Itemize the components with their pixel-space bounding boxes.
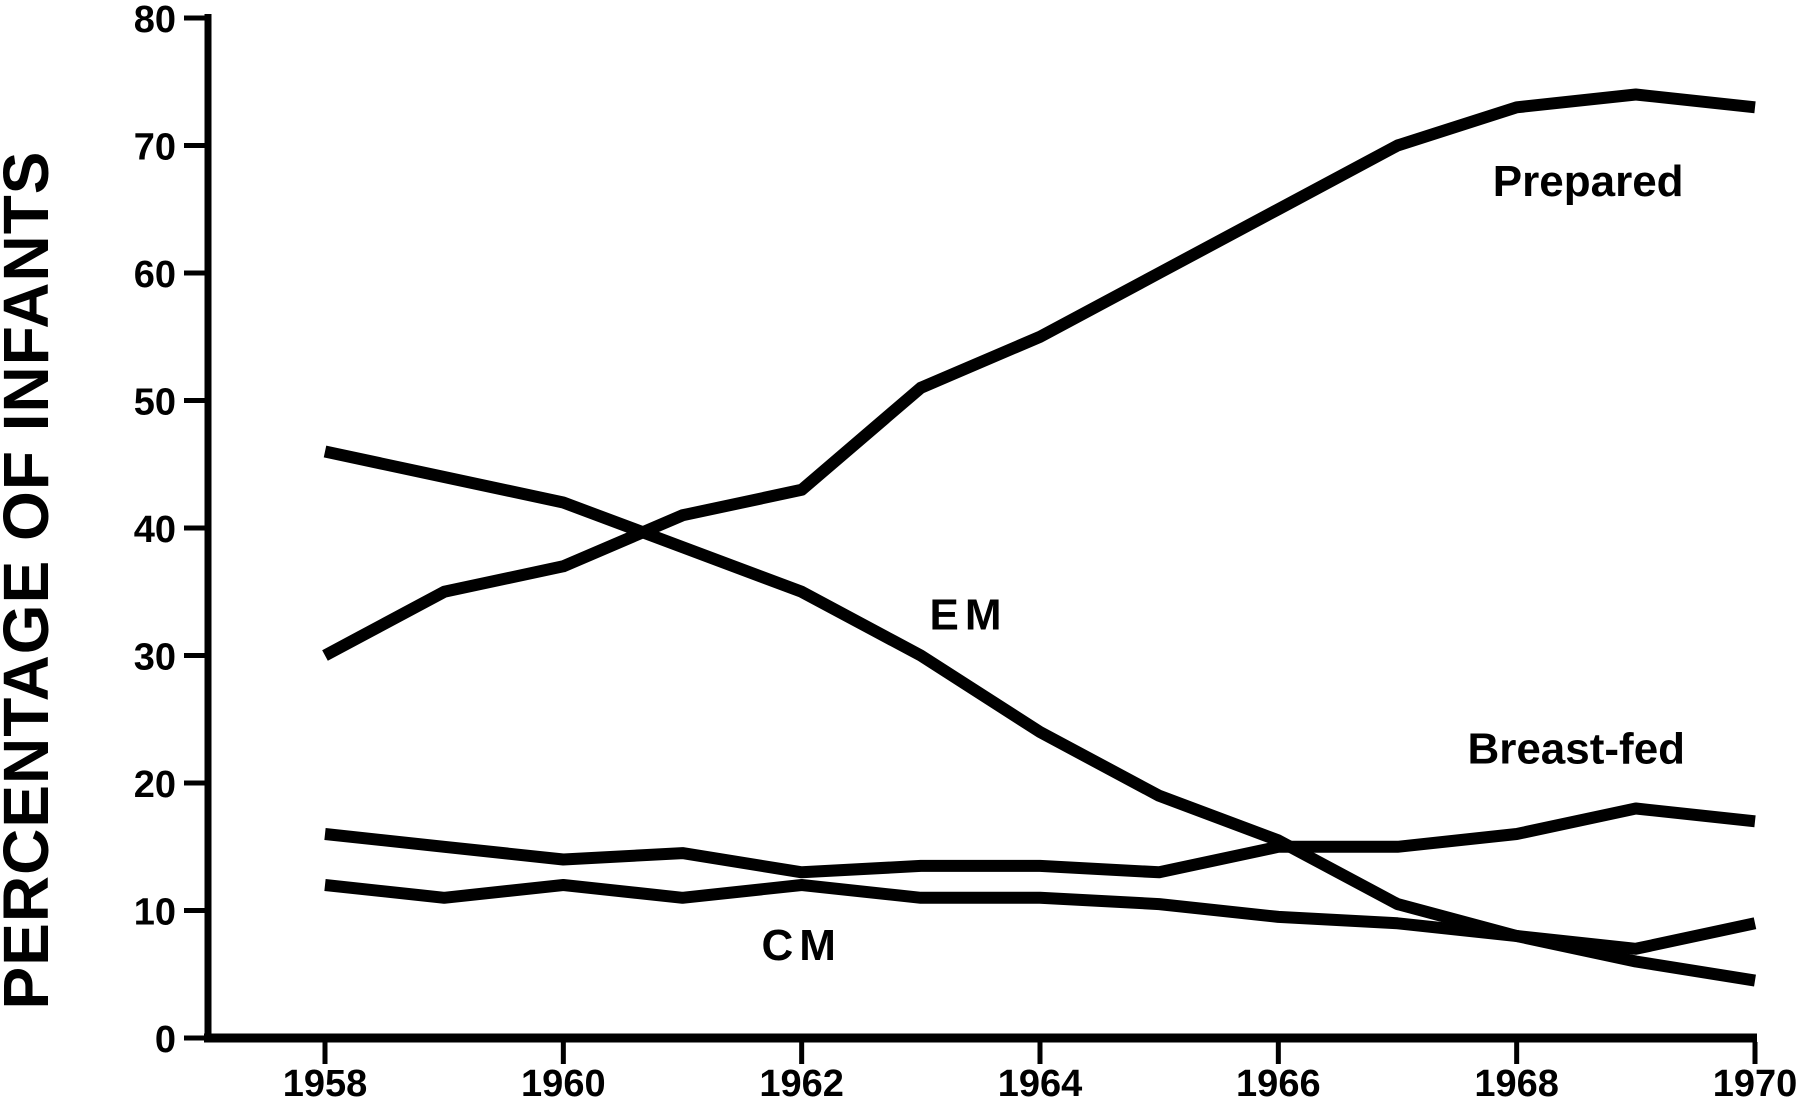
y-axis-tick-label: 30 [134, 637, 176, 679]
x-axis-tick-label: 1964 [998, 1063, 1083, 1102]
y-axis-tick-label: 80 [134, 0, 176, 41]
series-label-cm: CM [761, 921, 841, 970]
y-axis-tick-label: 50 [134, 382, 176, 424]
series-label-em: EM [930, 591, 1008, 640]
x-axis-tick-label: 1970 [1713, 1063, 1798, 1102]
x-axis-tick-label: 1962 [759, 1063, 844, 1102]
y-axis-tick-label: 20 [134, 764, 176, 806]
x-axis-tick-label: 1960 [521, 1063, 606, 1102]
series-label-breast-fed: Breast-fed [1467, 725, 1685, 774]
y-axis-tick-label: 0 [155, 1019, 176, 1061]
y-axis-tick-label: 40 [134, 509, 176, 551]
x-axis-tick-label: 1958 [283, 1063, 368, 1102]
series-line-prepared [322, 88, 1756, 661]
y-axis-tick-label: 10 [134, 892, 176, 934]
y-axis-title: PERCENTAGE OF INFANTS [0, 151, 62, 1010]
x-axis-tick-label: 1968 [1474, 1063, 1559, 1102]
series-line-cm [324, 879, 1757, 955]
y-axis-tick-label: 60 [134, 254, 176, 296]
series-label-prepared: Prepared [1493, 157, 1684, 206]
y-axis-tick-label: 70 [134, 127, 176, 169]
series-line-breast-fed [324, 802, 1756, 879]
x-axis-tick-label: 1966 [1236, 1063, 1321, 1102]
